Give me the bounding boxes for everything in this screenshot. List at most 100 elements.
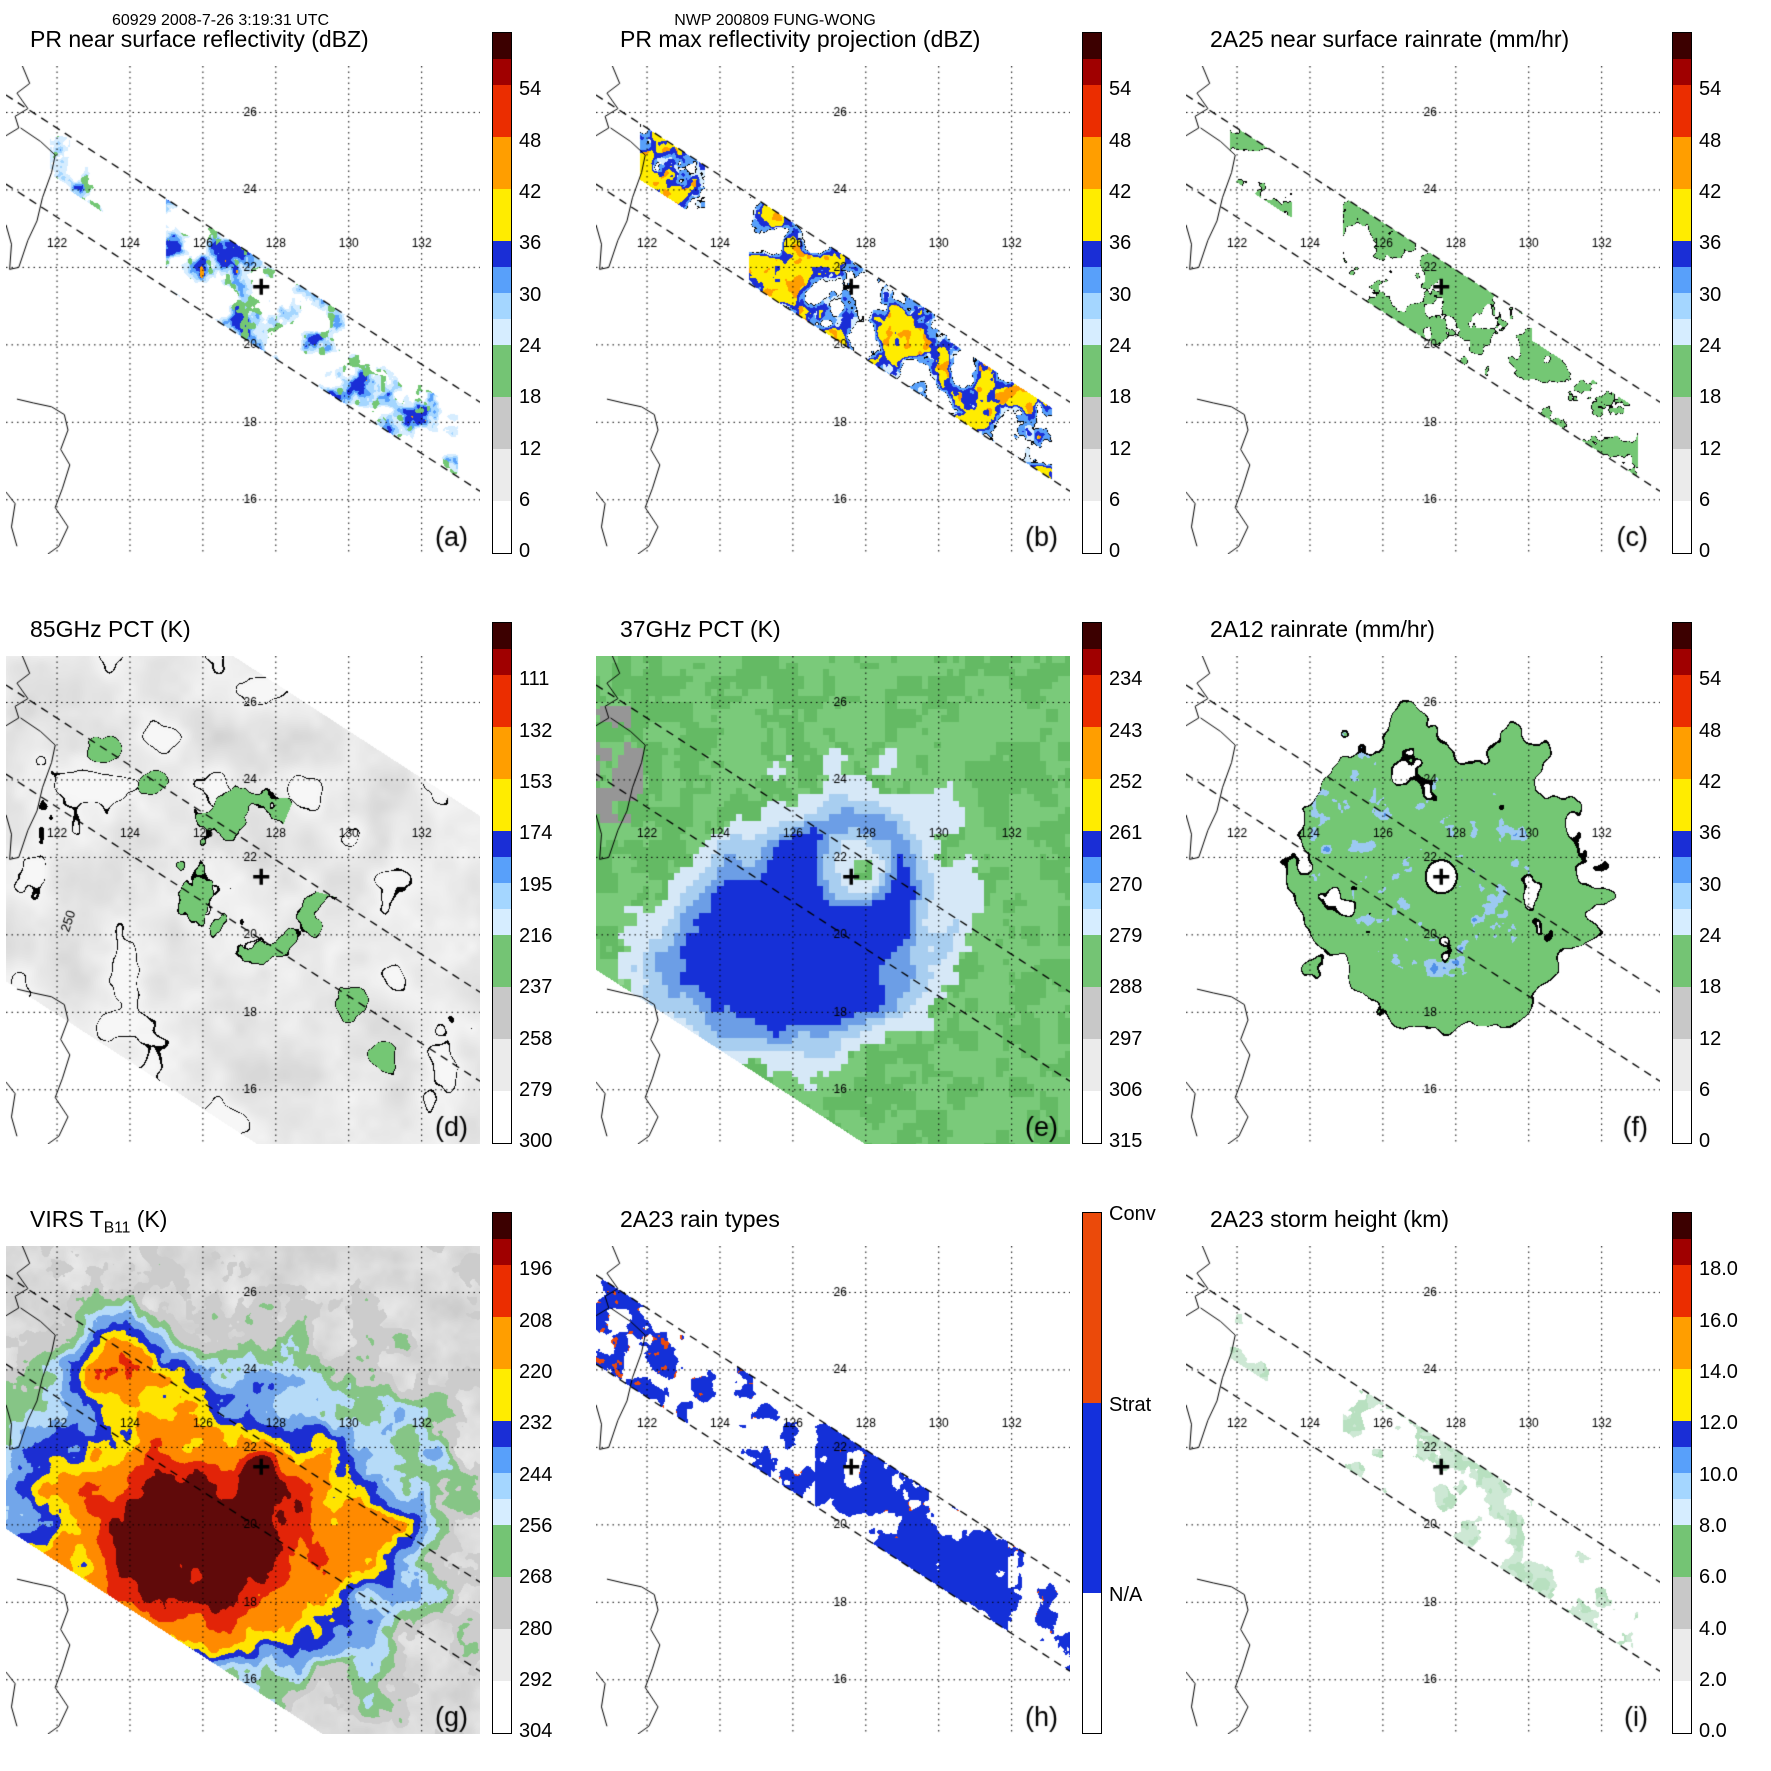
colorbar-tick: 48	[519, 129, 542, 152]
panel-title-b: PR max reflectivity projection (dBZ)	[620, 26, 981, 52]
colorbar-tick: 292	[519, 1668, 553, 1691]
panel-title-i: 2A23 storm height (km)	[1210, 1206, 1450, 1232]
colorbar-tick: 270	[1109, 873, 1143, 896]
colorbar-tick: 30	[1699, 873, 1722, 896]
panel-title-d: 85GHz PCT (K)	[30, 616, 191, 642]
colorbar-tick: 12	[1699, 1027, 1722, 1050]
colorbar-tick: 4.0	[1699, 1617, 1727, 1640]
colorbar-tick: 279	[1109, 924, 1143, 947]
colorbar-i	[1672, 1212, 1692, 1734]
colorbar-tick: 10.0	[1699, 1463, 1738, 1486]
colorbar-tick: 54	[1109, 78, 1132, 101]
colorbar-tick: 30	[1699, 283, 1722, 306]
colorbar-ticks-i: 18.0 16.0 14.0 12.0 10.0 8.0 6.0 4.0 2.0 0.0	[1699, 1212, 1767, 1742]
map-h	[596, 1246, 1070, 1734]
colorbar-tick: 42	[519, 181, 542, 204]
colorbar-tick: 54	[1699, 78, 1722, 101]
colorbar-tick: 8.0	[1699, 1514, 1727, 1537]
panel-title-f: 2A12 rainrate (mm/hr)	[1210, 616, 1435, 642]
panel-f: 2A12 rainrate (mm/hr) 54 48 42 36 30 24 18 12 6 0	[1180, 590, 1770, 1180]
colorbar-tick: 132	[519, 719, 553, 742]
colorbar-tick: 232	[519, 1412, 553, 1435]
colorbar-tick: 42	[1699, 771, 1722, 794]
panel-title-c: 2A25 near surface rainrate (mm/hr)	[1210, 26, 1570, 52]
colorbar-tick: 30	[519, 283, 542, 306]
colorbar-tick: 208	[519, 1309, 553, 1332]
colorbar-g	[492, 1212, 512, 1734]
map-b	[596, 66, 1070, 554]
colorbar-segment-conv	[1083, 1213, 1101, 1403]
colorbar-tick: 243	[1109, 719, 1143, 742]
colorbar-tick: 42	[1699, 181, 1722, 204]
colorbar-tick: 6	[1699, 1078, 1711, 1101]
panel-d: 85GHz PCT (K) 111 132 153 174 195 216 237 258 279…	[0, 590, 590, 1180]
panel-title-e: 37GHz PCT (K)	[620, 616, 781, 642]
colorbar-tick: 256	[519, 1514, 553, 1537]
colorbar-tick: 280	[519, 1617, 553, 1640]
map-e	[596, 656, 1070, 1144]
colorbar-ticks-h: Conv Strat N/A	[1109, 1203, 1177, 1734]
map-f	[1186, 656, 1660, 1144]
colorbar-label-conv: Conv	[1109, 1203, 1156, 1225]
colorbar-label-na: N/A	[1109, 1584, 1143, 1607]
colorbar-tick: 12	[1109, 437, 1132, 460]
map-d	[6, 656, 480, 1144]
colorbar-tick: 0.0	[1699, 1720, 1727, 1743]
colorbar-tick: 18	[519, 386, 542, 409]
colorbar-tick: 252	[1109, 771, 1143, 794]
colorbar-ticks-c: 54 48 42 36 30 24 18 12 6 0	[1699, 32, 1767, 562]
colorbar-tick: 0	[1699, 540, 1711, 563]
colorbar-a	[492, 32, 512, 554]
colorbar-tick: 279	[519, 1078, 553, 1101]
map-g	[6, 1246, 480, 1734]
storm-name-header: NWP 200809 FUNG-WONG	[674, 12, 876, 29]
colorbar-tick: 258	[519, 1027, 553, 1050]
colorbar-tick: 16.0	[1699, 1309, 1738, 1332]
panel-a: PR near surface reflectivity (dBZ) 54 48 42…	[0, 0, 590, 590]
colorbar-tick: 6.0	[1699, 1566, 1727, 1589]
colorbar-tick: 0	[519, 540, 531, 563]
panel-title-g: VIRS TB11 (K)	[30, 1206, 167, 1238]
colorbar-tick: 220	[519, 1361, 553, 1384]
colorbar-tick: 288	[1109, 976, 1143, 999]
colorbar-tick: 14.0	[1699, 1361, 1738, 1384]
colorbar-c	[1672, 32, 1692, 554]
panel-title-part: VIRS T	[30, 1206, 104, 1232]
colorbar-tick: 111	[519, 668, 550, 691]
map-a	[6, 66, 480, 554]
panel-title-part: (K)	[130, 1206, 168, 1232]
colorbar-tick: 6	[1699, 488, 1711, 511]
colorbar-tick: 54	[519, 78, 542, 101]
colorbar-ticks-g: 196 208 220 232 244 256 268 280 292 304	[519, 1212, 587, 1742]
colorbar-ticks-f: 54 48 42 36 30 24 18 12 6 0	[1699, 622, 1767, 1152]
colorbar-tick: 24	[519, 334, 542, 357]
colorbar-tick: 24	[1699, 924, 1722, 947]
colorbar-segment-strat	[1083, 1402, 1101, 1593]
colorbar-tick: 12.0	[1699, 1412, 1738, 1435]
panel-title-part: B11	[103, 1219, 131, 1237]
colorbar-tick: 315	[1109, 1130, 1143, 1153]
colorbar-tick: 48	[1109, 129, 1132, 152]
colorbar-b	[1082, 32, 1102, 554]
colorbar-tick: 36	[1699, 822, 1722, 845]
colorbar-ticks-d: 111 132 153 174 195 216 237 258 279 300	[519, 622, 587, 1152]
colorbar-tick: 48	[1699, 129, 1722, 152]
colorbar-tick: 0	[1699, 1130, 1711, 1153]
colorbar-tick: 12	[519, 437, 542, 460]
colorbar-tick: 18	[1699, 976, 1722, 999]
colorbar-tick: 196	[519, 1258, 553, 1281]
colorbar-label-strat: Strat	[1109, 1393, 1152, 1416]
colorbar-tick: 36	[1109, 232, 1132, 255]
colorbar-tick: 12	[1699, 437, 1722, 460]
colorbar-tick: 2.0	[1699, 1668, 1727, 1691]
panel-e: 37GHz PCT (K) 234 243 252 261 270 279 288 297 306…	[590, 590, 1180, 1180]
panel-title-a: PR near surface reflectivity (dBZ)	[30, 26, 369, 52]
colorbar-tick: 306	[1109, 1078, 1143, 1101]
colorbar-tick: 24	[1699, 334, 1722, 357]
colorbar-tick: 18	[1699, 386, 1722, 409]
panel-c: 2A25 near surface rainrate (mm/hr) 54 48 42…	[1180, 0, 1770, 590]
colorbar-ticks-e: 234 243 252 261 270 279 288 297 306 315	[1109, 622, 1177, 1152]
colorbar-tick: 24	[1109, 334, 1132, 357]
colorbar-tick: 0	[1109, 540, 1121, 563]
colorbar-tick: 244	[519, 1463, 553, 1486]
